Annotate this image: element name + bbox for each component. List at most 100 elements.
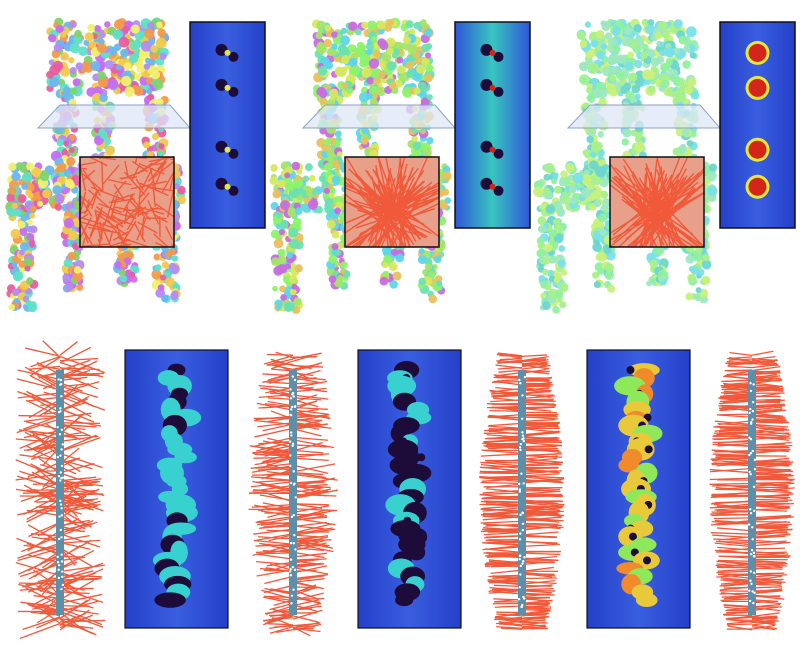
normal-vector [292,604,318,612]
normal-vector [292,565,328,574]
point [151,269,162,280]
point [665,58,673,67]
point [369,98,378,107]
normal-vector [79,194,94,207]
point [334,207,341,215]
point [359,53,371,65]
normal-vector [263,596,294,604]
point [553,200,563,210]
rod-point [58,515,61,518]
slice-heatmap [189,21,266,229]
point [11,172,21,182]
point [685,254,695,264]
normal-vector [485,534,523,538]
normal-vector [709,482,753,485]
normal-vector [155,203,175,218]
point [316,20,326,31]
normal-vector [390,222,396,248]
normal-vector [648,173,680,215]
point [159,274,167,281]
point [147,22,155,30]
normal-vector [19,622,61,640]
normal-vector [253,528,294,535]
normal-vector [292,542,334,553]
normal-vector [257,515,294,523]
point [396,65,406,74]
normal-vector [264,575,294,585]
point [648,85,656,93]
normal-vector [292,558,319,561]
normal-vector [521,354,547,358]
point [157,28,166,38]
point [42,189,51,199]
point [144,28,155,39]
point [422,269,429,276]
rod-point [522,560,525,563]
point [326,219,336,229]
point [390,248,399,256]
normal-vector [498,361,523,364]
normal-vector [18,429,61,436]
normal-vector [292,453,330,458]
normals-zoom-box [609,156,705,248]
normal-vector [88,226,121,234]
normal-vector [726,620,753,625]
normal-vector [17,392,61,399]
normal-vector [59,549,95,569]
point [424,73,433,83]
normal-vector [494,371,523,377]
normal-vector [367,204,394,225]
point [388,262,398,271]
point [368,58,380,69]
normal-vector [292,592,324,601]
rod-point [522,482,525,485]
point [272,285,278,292]
point [386,47,394,55]
point [123,62,132,71]
point [108,46,118,56]
point [690,266,699,275]
point [650,57,660,67]
point [294,264,303,273]
normal-vector [59,459,93,470]
point [8,162,17,171]
point [686,149,693,155]
point [593,199,602,208]
normal-vector [59,417,102,427]
normal-vector [85,199,90,213]
point [542,300,552,310]
normal-vector [59,505,98,514]
normal-vector [639,210,652,248]
heatmap-hole [493,185,504,196]
point [275,303,282,311]
point [335,249,342,256]
normal-vector [521,607,552,610]
point [684,85,693,95]
normal-vector [22,414,61,430]
normal-vector [97,238,102,248]
point [278,228,286,236]
normal-vector [59,607,103,626]
point [275,211,283,219]
normal-vector [292,380,328,389]
normal-vector [292,578,325,583]
normal-vector [20,535,61,553]
point [547,269,555,277]
normal-vector [292,416,321,422]
point [146,88,153,95]
point [73,266,82,274]
point [579,40,588,48]
rod-point [290,434,293,437]
normal-vector [59,578,99,581]
point [701,275,711,285]
normal-vector [367,210,385,242]
rod-point [61,575,64,579]
point [558,179,566,187]
point [411,135,418,143]
point [72,270,84,282]
normal-vector [292,423,332,429]
normal-vector [251,445,294,455]
point [366,76,374,85]
normal-vector [59,462,95,474]
rod-point [291,442,295,445]
